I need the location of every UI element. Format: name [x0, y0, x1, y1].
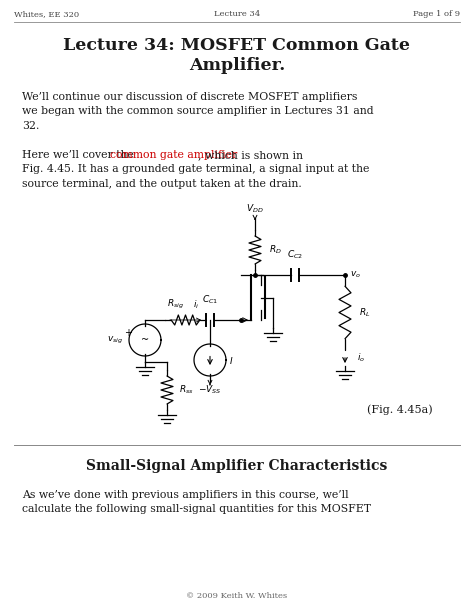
- Text: Lecture 34: Lecture 34: [214, 10, 260, 18]
- Text: $R_L$: $R_L$: [359, 306, 370, 319]
- Text: Here we’ll cover the: Here we’ll cover the: [22, 150, 137, 160]
- Text: $V_{DD}$: $V_{DD}$: [246, 202, 264, 215]
- Text: We’ll continue our discussion of discrete MOSFET amplifiers: We’ll continue our discussion of discret…: [22, 92, 357, 102]
- Text: $C_{C2}$: $C_{C2}$: [287, 248, 303, 261]
- Text: , which is shown in: , which is shown in: [198, 150, 302, 160]
- Text: Whites, EE 320: Whites, EE 320: [14, 10, 79, 18]
- Text: Fig. 4.45. It has a grounded gate terminal, a signal input at the: Fig. 4.45. It has a grounded gate termin…: [22, 164, 369, 175]
- Text: Page 1 of 9: Page 1 of 9: [413, 10, 460, 18]
- Text: $C_{C1}$: $C_{C1}$: [202, 294, 218, 306]
- Text: $v_o$: $v_o$: [350, 270, 361, 280]
- Text: $i_i$: $i_i$: [192, 299, 199, 311]
- Text: $R_D$: $R_D$: [269, 244, 282, 256]
- Text: $v_{sig}$: $v_{sig}$: [107, 335, 123, 346]
- Text: +: +: [124, 328, 132, 338]
- Text: common gate amplifier: common gate amplifier: [110, 150, 237, 160]
- Text: calculate the following small-signal quantities for this MOSFET: calculate the following small-signal qua…: [22, 504, 371, 514]
- Text: $I$: $I$: [229, 354, 233, 365]
- Text: source terminal, and the output taken at the drain.: source terminal, and the output taken at…: [22, 179, 302, 189]
- Text: 32.: 32.: [22, 121, 39, 131]
- Text: Amplifier.: Amplifier.: [189, 56, 285, 74]
- Text: © 2009 Keith W. Whites: © 2009 Keith W. Whites: [186, 592, 288, 600]
- Text: $R_{sig}$: $R_{sig}$: [167, 298, 184, 311]
- Text: ~: ~: [141, 335, 149, 345]
- Text: Lecture 34: MOSFET Common Gate: Lecture 34: MOSFET Common Gate: [64, 37, 410, 53]
- Text: (Fig. 4.45a): (Fig. 4.45a): [367, 405, 433, 415]
- Text: As we’ve done with previous amplifiers in this course, we’ll: As we’ve done with previous amplifiers i…: [22, 490, 348, 500]
- Text: $R_{ss}$: $R_{ss}$: [179, 384, 194, 396]
- Text: $-V_{SS}$: $-V_{SS}$: [198, 384, 222, 397]
- Text: we began with the common source amplifier in Lectures 31 and: we began with the common source amplifie…: [22, 107, 374, 116]
- Text: $i_o$: $i_o$: [357, 352, 365, 365]
- Text: Small-Signal Amplifier Characteristics: Small-Signal Amplifier Characteristics: [86, 459, 388, 473]
